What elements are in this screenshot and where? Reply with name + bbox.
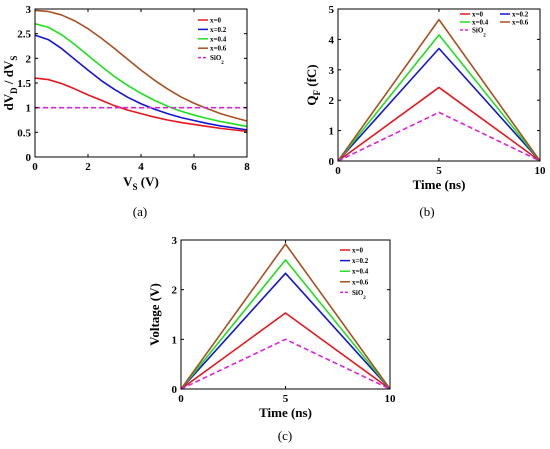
legend-entry-part-1: 2 bbox=[363, 296, 366, 301]
y-tick-label: 1 bbox=[329, 126, 335, 138]
series-line-3-1 bbox=[180, 272, 391, 390]
y-axis-label: QF (fC) bbox=[304, 64, 322, 105]
series-line-3-0 bbox=[180, 312, 391, 390]
legend-entry: x=0.2 bbox=[352, 257, 369, 265]
legend-entry: x=0 bbox=[472, 11, 483, 19]
x-tick-label: 2 bbox=[85, 161, 91, 173]
legend-entry: x=0.4 bbox=[352, 268, 369, 276]
y-tick-label: 0.5 bbox=[17, 127, 31, 139]
y-axis-label: Voltage (V) bbox=[147, 283, 162, 346]
x-axis-label: VS (V) bbox=[123, 174, 159, 192]
legend-entry-part-0: SiO bbox=[472, 27, 484, 35]
y-tick-label: 2 bbox=[26, 53, 32, 65]
y-axis-label-part-2: / dV bbox=[1, 60, 16, 87]
legend-entry: SiO2 bbox=[210, 54, 224, 66]
panel-caption: (a) bbox=[133, 204, 147, 219]
legend-entry: x=0 bbox=[210, 17, 221, 25]
y-axis-label: dVD / dVS bbox=[1, 56, 19, 111]
legend-entry: x=0.6 bbox=[352, 278, 369, 286]
panel-caption: (b) bbox=[419, 204, 434, 219]
series-line-3-3 bbox=[180, 243, 391, 390]
x-tick-label: 4 bbox=[138, 161, 144, 173]
series-line-1-3 bbox=[34, 9, 248, 122]
y-axis-label-part-2: (fC) bbox=[304, 64, 319, 90]
chart-panel-3: 0 5 10 0 1 2 3 Time (ns) Voltage (V) x=0 x=0.2 x=0.… bbox=[147, 235, 396, 443]
series-line-2-3 bbox=[337, 18, 541, 162]
x-tick-label: 5 bbox=[283, 393, 289, 405]
x-tick-label: 0 bbox=[335, 165, 341, 177]
y-axis-label-group: QF (fC) bbox=[304, 64, 322, 105]
x-tick-label: 0 bbox=[178, 393, 184, 405]
y-tick-label: 2 bbox=[329, 95, 335, 107]
legend-entry: x=0.6 bbox=[512, 19, 529, 27]
series-line-2-2 bbox=[337, 34, 541, 162]
legend-entry-part-1: 2 bbox=[221, 61, 224, 66]
x-tick-label: 0 bbox=[32, 161, 38, 173]
legend-entry: SiO2 bbox=[352, 289, 366, 301]
y-tick-label: 4 bbox=[329, 34, 335, 46]
legend-entry: x=0.2 bbox=[210, 26, 227, 34]
legend-entry: x=0.6 bbox=[210, 45, 227, 53]
x-tick-label: 8 bbox=[244, 161, 250, 173]
x-axis-label: Time (ns) bbox=[259, 405, 312, 420]
x-tick-label: 5 bbox=[436, 165, 442, 177]
y-axis-label-part-0: dV bbox=[1, 93, 16, 110]
legend-entry: SiO2 bbox=[472, 27, 486, 39]
x-axis-label-part-1: S bbox=[133, 182, 138, 192]
x-axis-label-part-0: V bbox=[123, 174, 133, 189]
y-axis-label-group: dVD / dVS bbox=[1, 56, 19, 111]
series-line-2-4 bbox=[337, 111, 541, 162]
panel-caption: (c) bbox=[278, 428, 292, 443]
y-tick-label: 1 bbox=[172, 334, 178, 346]
y-axis-label-part-1: F bbox=[312, 90, 322, 96]
y-tick-label: 3 bbox=[172, 235, 178, 247]
legend-entry-part-0: SiO bbox=[210, 54, 222, 62]
legend-entry: x=0 bbox=[352, 247, 363, 255]
y-tick-label: 3 bbox=[26, 4, 32, 16]
x-tick-label: 6 bbox=[191, 161, 197, 173]
series-line-1-0 bbox=[34, 77, 248, 133]
y-axis-label-part-3: S bbox=[9, 56, 19, 61]
x-tick-label: 10 bbox=[385, 393, 397, 405]
series-line-3-2 bbox=[180, 259, 391, 390]
y-axis-label-part-0: Q bbox=[304, 96, 319, 106]
series-line-2-0 bbox=[337, 86, 541, 162]
legend-entry: x=0.4 bbox=[210, 35, 227, 43]
legend-entry-part-0: SiO bbox=[352, 289, 364, 297]
x-axis-label: Time (ns) bbox=[413, 177, 466, 192]
y-axis-label-group: Voltage (V) bbox=[147, 283, 162, 346]
y-tick-label: 5 bbox=[329, 4, 335, 16]
legend-entry: x=0.2 bbox=[512, 11, 529, 19]
y-tick-label: 0 bbox=[329, 156, 335, 168]
legend-entry: x=0.4 bbox=[472, 19, 489, 27]
y-tick-label: 2.5 bbox=[17, 29, 31, 41]
series-line-3-4 bbox=[180, 338, 391, 390]
y-tick-label: 2 bbox=[172, 285, 178, 297]
y-tick-label: 3 bbox=[329, 65, 335, 77]
x-axis-label-part-2: (V) bbox=[138, 174, 159, 189]
x-tick-label: 10 bbox=[535, 165, 547, 177]
legend-entry-part-1: 2 bbox=[483, 34, 486, 39]
y-tick-label: 1 bbox=[26, 103, 32, 115]
y-tick-label: 0 bbox=[172, 384, 178, 396]
series-line-1-1 bbox=[34, 34, 248, 131]
y-tick-label: 0 bbox=[26, 152, 32, 164]
series-line-2-1 bbox=[337, 47, 541, 162]
y-tick-label: 1.5 bbox=[17, 78, 31, 90]
y-axis-label-part-1: D bbox=[9, 87, 19, 94]
series-line-1-2 bbox=[34, 23, 248, 128]
